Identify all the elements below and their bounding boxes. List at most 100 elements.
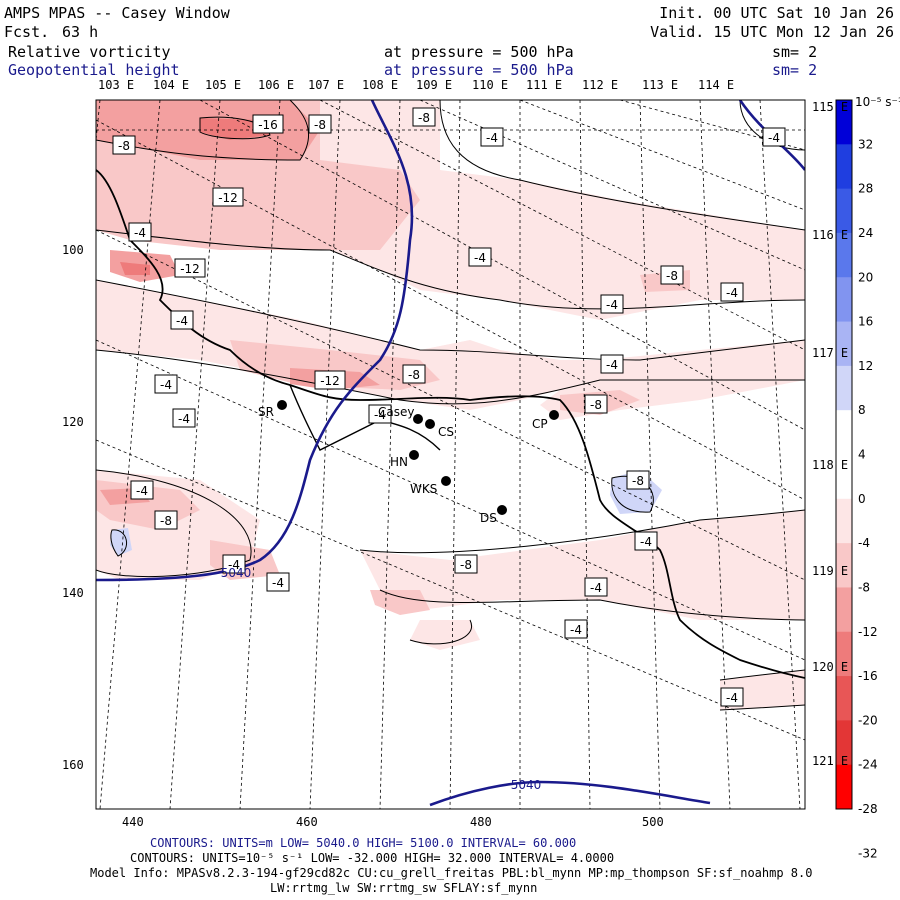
lon-right-label: 120 E <box>812 660 849 674</box>
colorbar-label: 20 <box>858 270 873 284</box>
station-label: WKS <box>410 482 437 496</box>
colorbar-swatch <box>836 365 852 411</box>
contour-label-box <box>252 114 284 134</box>
lon-top-label: 109 E <box>416 78 453 92</box>
colorbar-swatch <box>836 631 852 677</box>
vorticity-shading <box>96 100 805 809</box>
x-tick-label: 480 <box>470 815 492 829</box>
contour-label-box <box>314 370 346 390</box>
contour-label-box <box>266 572 290 592</box>
contour-label-box <box>634 531 658 551</box>
height-contour-5040 <box>429 780 711 807</box>
contour-label: -4 <box>606 358 618 372</box>
station-marker <box>277 400 287 410</box>
colorbar-swatch <box>836 587 852 633</box>
contour-label: -12 <box>218 191 238 205</box>
contour-label: -8 <box>666 269 678 283</box>
shade-strong <box>120 262 150 275</box>
contour-label-box <box>468 247 492 267</box>
y-tick-label: 120 <box>62 415 84 429</box>
lon-top-label: 113 E <box>642 78 679 92</box>
lon-top-label: 107 E <box>308 78 345 92</box>
station-marker <box>425 419 435 429</box>
contour-label: -4 <box>474 251 486 265</box>
footer-model-info-2: LW:rrtmg_lw SW:rrtmg_sw SFLAY:sf_mynn <box>270 881 538 895</box>
colorbar: 32 28 24 20 16 12 8 4 0 -4 -8 -12 -16 -20 -24 -28 -32 10⁻… <box>835 95 900 860</box>
contour-label-box <box>584 577 608 597</box>
contour-label-box <box>212 187 244 207</box>
forecast-label: Fcst. <box>4 23 50 41</box>
colorbar-label: -20 <box>858 713 878 727</box>
station-label: SR <box>258 405 274 419</box>
contour-label-box <box>600 354 624 374</box>
lon-top-label: 105 E <box>205 78 242 92</box>
colorbar-swatch <box>836 277 852 323</box>
lon-right-label: 121 E <box>812 754 849 768</box>
colorbar-swatch <box>836 188 852 234</box>
colorbar-label: 16 <box>858 315 873 329</box>
contour-label: -8 <box>118 139 130 153</box>
colorbar-label: 32 <box>858 137 873 151</box>
colorbar-swatch <box>836 498 852 544</box>
contour-label: -8 <box>408 368 420 382</box>
colorbar-label: 8 <box>858 403 866 417</box>
colorbar-label: -24 <box>858 758 878 772</box>
contour-label: -4 <box>768 131 780 145</box>
lon-right-label: 117 E <box>812 346 849 360</box>
vorticity-contours <box>96 100 805 711</box>
footer-height-contours: CONTOURS: UNITS=m LOW= 5040.0 HIGH= 5100… <box>150 836 577 850</box>
lon-top-label: 111 E <box>526 78 563 92</box>
map-frame <box>95 99 806 810</box>
field1-smoothing: sm= 2 <box>772 43 818 61</box>
station-label: DS <box>480 511 497 525</box>
lon-top-label: 103 E <box>98 78 135 92</box>
colorbar-swatch <box>836 321 852 367</box>
contour-label: -4 <box>606 298 618 312</box>
contour-label: -4 <box>178 412 190 426</box>
contour-label-box <box>454 554 478 574</box>
colorbar-label: 0 <box>858 492 866 506</box>
x-tick-label: 440 <box>122 815 144 829</box>
init-time: Init. 00 UTC Sat 10 Jan 26 <box>659 4 894 22</box>
lon-right-label: 116 E <box>812 228 849 242</box>
field2-name: Geopotential height <box>8 61 180 79</box>
field1-name: Relative vorticity <box>8 43 171 61</box>
contour-label-box <box>720 687 744 707</box>
contour-label: -12 <box>180 262 200 276</box>
contour-label-box <box>480 127 504 147</box>
contour-label: -4 <box>590 581 602 595</box>
contour-label-box <box>154 510 178 530</box>
x-tick-label: 500 <box>642 815 664 829</box>
colorbar-label: 28 <box>858 182 873 196</box>
contour-label-box <box>600 294 624 314</box>
colorbar-swatch <box>836 676 852 721</box>
contour-label-box <box>412 107 436 127</box>
lon-right-label: 115 E <box>812 100 849 114</box>
contour-label-box <box>130 480 154 500</box>
lon-top-label: 114 E <box>698 78 735 92</box>
colorbar-swatch <box>836 543 852 588</box>
contour-label: -8 <box>418 111 430 125</box>
lon-right-label: 118 E <box>812 458 849 472</box>
contour-label: -12 <box>320 374 340 388</box>
contour-label: -8 <box>160 514 172 528</box>
contour-label-box <box>720 282 744 302</box>
colorbar-swatch <box>836 720 852 766</box>
lon-top-label: 108 E <box>362 78 399 92</box>
field2-level: at pressure = 500 hPa <box>384 61 574 79</box>
contour-label: -4 <box>570 623 582 637</box>
contour-label-box <box>154 374 178 394</box>
footer-model-info: Model Info: MPASv8.2.3-194-gf29cd82c CU:… <box>90 866 813 880</box>
colorbar-swatch <box>836 764 852 810</box>
contour-label-box <box>128 222 152 242</box>
graticule <box>96 100 805 809</box>
contour-label-box <box>660 265 684 285</box>
contour-label-box <box>112 135 136 155</box>
valid-time: Valid. 15 UTC Mon 12 Jan 26 <box>650 23 894 41</box>
colorbar-label: -28 <box>858 802 878 816</box>
contour-label-box <box>174 258 206 278</box>
contour-label: -4 <box>134 226 146 240</box>
y-tick-label: 160 <box>62 758 84 772</box>
